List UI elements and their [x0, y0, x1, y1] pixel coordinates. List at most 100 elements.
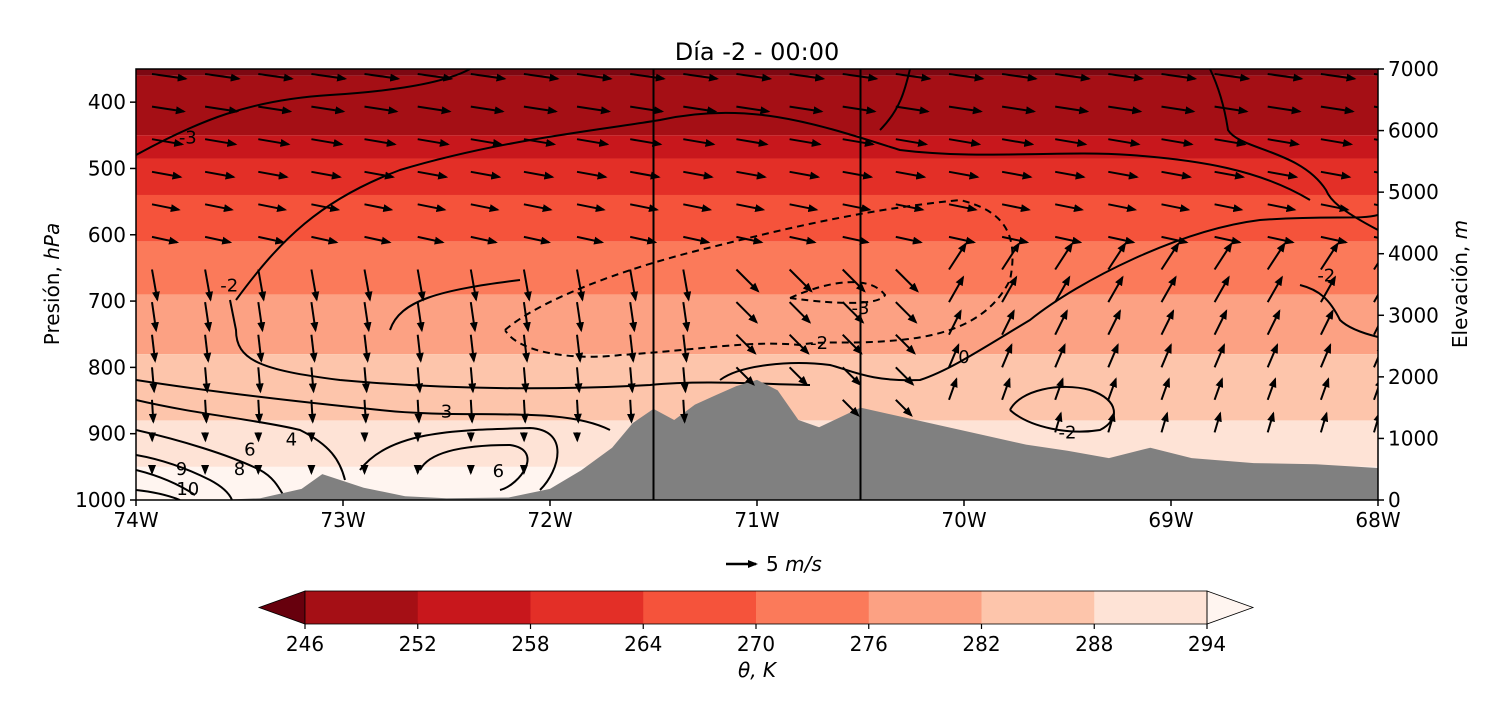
- y2-tick-label: 7000: [1388, 57, 1439, 81]
- wind-arrow: [1320, 235, 1348, 245]
- wind-arrow: [1214, 235, 1242, 245]
- wind-arrow: [1001, 309, 1015, 336]
- wind-arrow: [895, 203, 925, 213]
- contour-line-dashed: [504, 198, 1014, 358]
- wind-arrow: [630, 203, 659, 213]
- contour-label: 3: [441, 402, 452, 423]
- x-tick-label: 70W: [941, 508, 986, 532]
- wind-arrow: [789, 105, 824, 115]
- wind-arrow: [842, 73, 879, 82]
- wind-arrow: [788, 301, 812, 324]
- colorbar-tick-label: 282: [962, 632, 1000, 656]
- colorbar-tick-label: 270: [737, 632, 775, 656]
- wind-arrow: [1373, 324, 1378, 336]
- wind-arrow: [1108, 170, 1139, 180]
- contour-line: [136, 69, 471, 156]
- wind-arrow: [1266, 377, 1277, 401]
- wind-arrow: [735, 333, 757, 355]
- wind-arrow: [311, 170, 342, 180]
- wind-arrow: [1054, 242, 1073, 271]
- wind-arrow: [1320, 138, 1354, 147]
- y-tick-label: 700: [88, 289, 126, 313]
- wind-arrow: [736, 105, 771, 115]
- wind-arrow: [1107, 377, 1117, 401]
- y2-tick-label: 5000: [1388, 180, 1439, 204]
- contour-line: [389, 279, 521, 331]
- wind-arrow: [1266, 343, 1279, 368]
- y-tick-label: 500: [88, 156, 126, 180]
- wind-arrow: [523, 203, 553, 213]
- contour-lines: [136, 69, 1378, 500]
- wind-arrow: [895, 301, 918, 324]
- wind-arrow: [683, 73, 719, 82]
- wind-arrow: [736, 235, 764, 245]
- wind-arrow: [1320, 170, 1352, 180]
- wind-arrow: [683, 235, 711, 245]
- wind-arrow: [1319, 411, 1329, 433]
- wind-arrow: [308, 399, 317, 424]
- wind-arrow: [1214, 105, 1249, 115]
- wind-arrow: [151, 235, 180, 245]
- wind-arrow: [1320, 105, 1355, 115]
- wind-arrow: [1214, 73, 1251, 82]
- wind-arrow: [1055, 105, 1090, 115]
- y-tick-label: 800: [88, 355, 126, 379]
- contour-label: -2: [220, 276, 238, 297]
- wind-arrow: [311, 138, 344, 147]
- wind-arrow: [575, 334, 584, 363]
- wind-arrow: [417, 138, 450, 147]
- y-axis-label: Presión, hPa: [40, 223, 64, 345]
- wind-arrow: [735, 366, 755, 386]
- theta-band: [136, 158, 1378, 195]
- wind-arrow: [895, 268, 919, 293]
- wind-arrow: [151, 203, 181, 213]
- wind-arrow: [310, 301, 319, 333]
- wind-arrow: [895, 170, 927, 180]
- wind-arrow: [1160, 411, 1169, 433]
- wind-arrow: [415, 367, 424, 394]
- wind-arrow: [1160, 343, 1172, 368]
- wind-arrow: [841, 366, 862, 386]
- theta-band: [136, 241, 1378, 295]
- wind-arrow: [204, 235, 233, 245]
- wind-arrow: [1267, 235, 1295, 245]
- wind-arrow: [1108, 235, 1136, 245]
- wind-arrow: [1054, 235, 1083, 245]
- wind-arrow: [1213, 242, 1233, 271]
- wind-arrow: [736, 138, 769, 147]
- contour-line: [719, 214, 1378, 382]
- wind-arrow: [204, 73, 241, 82]
- wind-arrow: [1107, 343, 1119, 368]
- wind-arrow: [1054, 275, 1071, 303]
- contour-label: -2: [1059, 423, 1077, 444]
- wind-arrow: [523, 138, 557, 147]
- wind-arrow: [468, 367, 477, 394]
- wind-arrow: [1319, 377, 1330, 401]
- quiver-key-label: 5 m/s: [766, 552, 822, 576]
- wind-arrow: [364, 138, 397, 147]
- wind-arrow: [841, 399, 860, 417]
- wind-arrow: [311, 105, 346, 115]
- wind-arrow: [470, 138, 503, 147]
- wind-arrow: [520, 399, 529, 424]
- wind-arrow: [203, 334, 212, 363]
- wind-arrow: [576, 73, 613, 82]
- wind-arrow: [629, 269, 639, 302]
- wind-arrow: [895, 105, 930, 115]
- wind-arrow: [1373, 293, 1378, 303]
- contour-label: -3: [852, 298, 870, 319]
- colorbar-tick-label: 294: [1188, 632, 1226, 656]
- colorbar-extend-low: [257, 590, 306, 625]
- wind-arrow: [1213, 343, 1226, 368]
- wind-arrow: [1160, 377, 1170, 401]
- wind-arrow: [1160, 242, 1180, 271]
- y-tick-label: 400: [88, 90, 126, 114]
- wind-arrow: [1266, 309, 1281, 336]
- wind-arrow: [948, 343, 960, 368]
- wind-arrow: [576, 203, 606, 213]
- contour-label: 10: [176, 479, 199, 500]
- contour-line: [1299, 284, 1378, 338]
- wind-arrow: [788, 333, 810, 355]
- wind-arrow: [1161, 235, 1189, 245]
- wind-arrow: [255, 399, 264, 424]
